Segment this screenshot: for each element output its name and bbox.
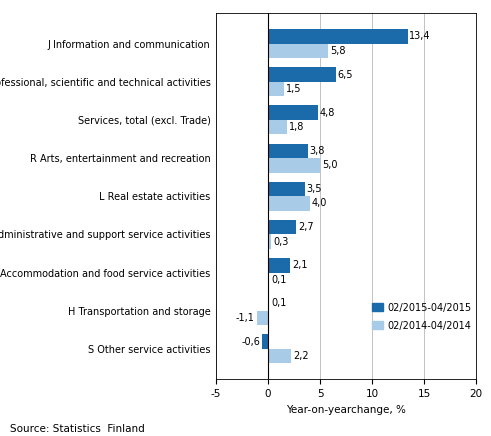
Text: 2,2: 2,2 — [293, 351, 308, 361]
Bar — [268, 296, 269, 311]
Text: 0,1: 0,1 — [271, 298, 286, 308]
Text: 3,8: 3,8 — [309, 146, 325, 156]
Text: 6,5: 6,5 — [338, 69, 353, 79]
Bar — [268, 120, 287, 134]
Bar — [268, 235, 271, 249]
Bar — [268, 196, 310, 211]
Text: -0,6: -0,6 — [241, 337, 260, 347]
Text: 1,5: 1,5 — [286, 84, 301, 94]
Bar — [268, 272, 269, 287]
Legend: 02/2015-04/2015, 02/2014-04/2014: 02/2015-04/2015, 02/2014-04/2014 — [372, 303, 471, 330]
Text: 2,1: 2,1 — [292, 260, 307, 270]
Bar — [257, 310, 268, 325]
Bar — [268, 158, 320, 173]
Bar — [268, 182, 304, 196]
Bar — [262, 334, 268, 349]
Bar — [268, 29, 408, 44]
Text: Source: Statistics  Finland: Source: Statistics Finland — [10, 424, 144, 434]
Text: 5,0: 5,0 — [322, 160, 337, 170]
Bar — [268, 82, 284, 96]
Text: -1,1: -1,1 — [236, 313, 255, 323]
Bar — [268, 67, 336, 82]
X-axis label: Year-on-yearchange, %: Year-on-yearchange, % — [286, 405, 406, 415]
Text: 4,0: 4,0 — [312, 198, 327, 208]
Text: 4,8: 4,8 — [320, 108, 335, 118]
Text: 13,4: 13,4 — [409, 31, 431, 41]
Bar — [268, 106, 318, 120]
Bar — [268, 258, 290, 272]
Text: 5,8: 5,8 — [330, 46, 346, 56]
Bar — [268, 143, 308, 158]
Text: 1,8: 1,8 — [289, 122, 304, 132]
Bar — [268, 44, 328, 58]
Text: 0,3: 0,3 — [273, 237, 288, 247]
Text: 2,7: 2,7 — [298, 222, 314, 232]
Text: 0,1: 0,1 — [271, 275, 286, 285]
Text: 3,5: 3,5 — [306, 184, 322, 194]
Bar — [268, 220, 296, 235]
Bar — [268, 349, 291, 363]
